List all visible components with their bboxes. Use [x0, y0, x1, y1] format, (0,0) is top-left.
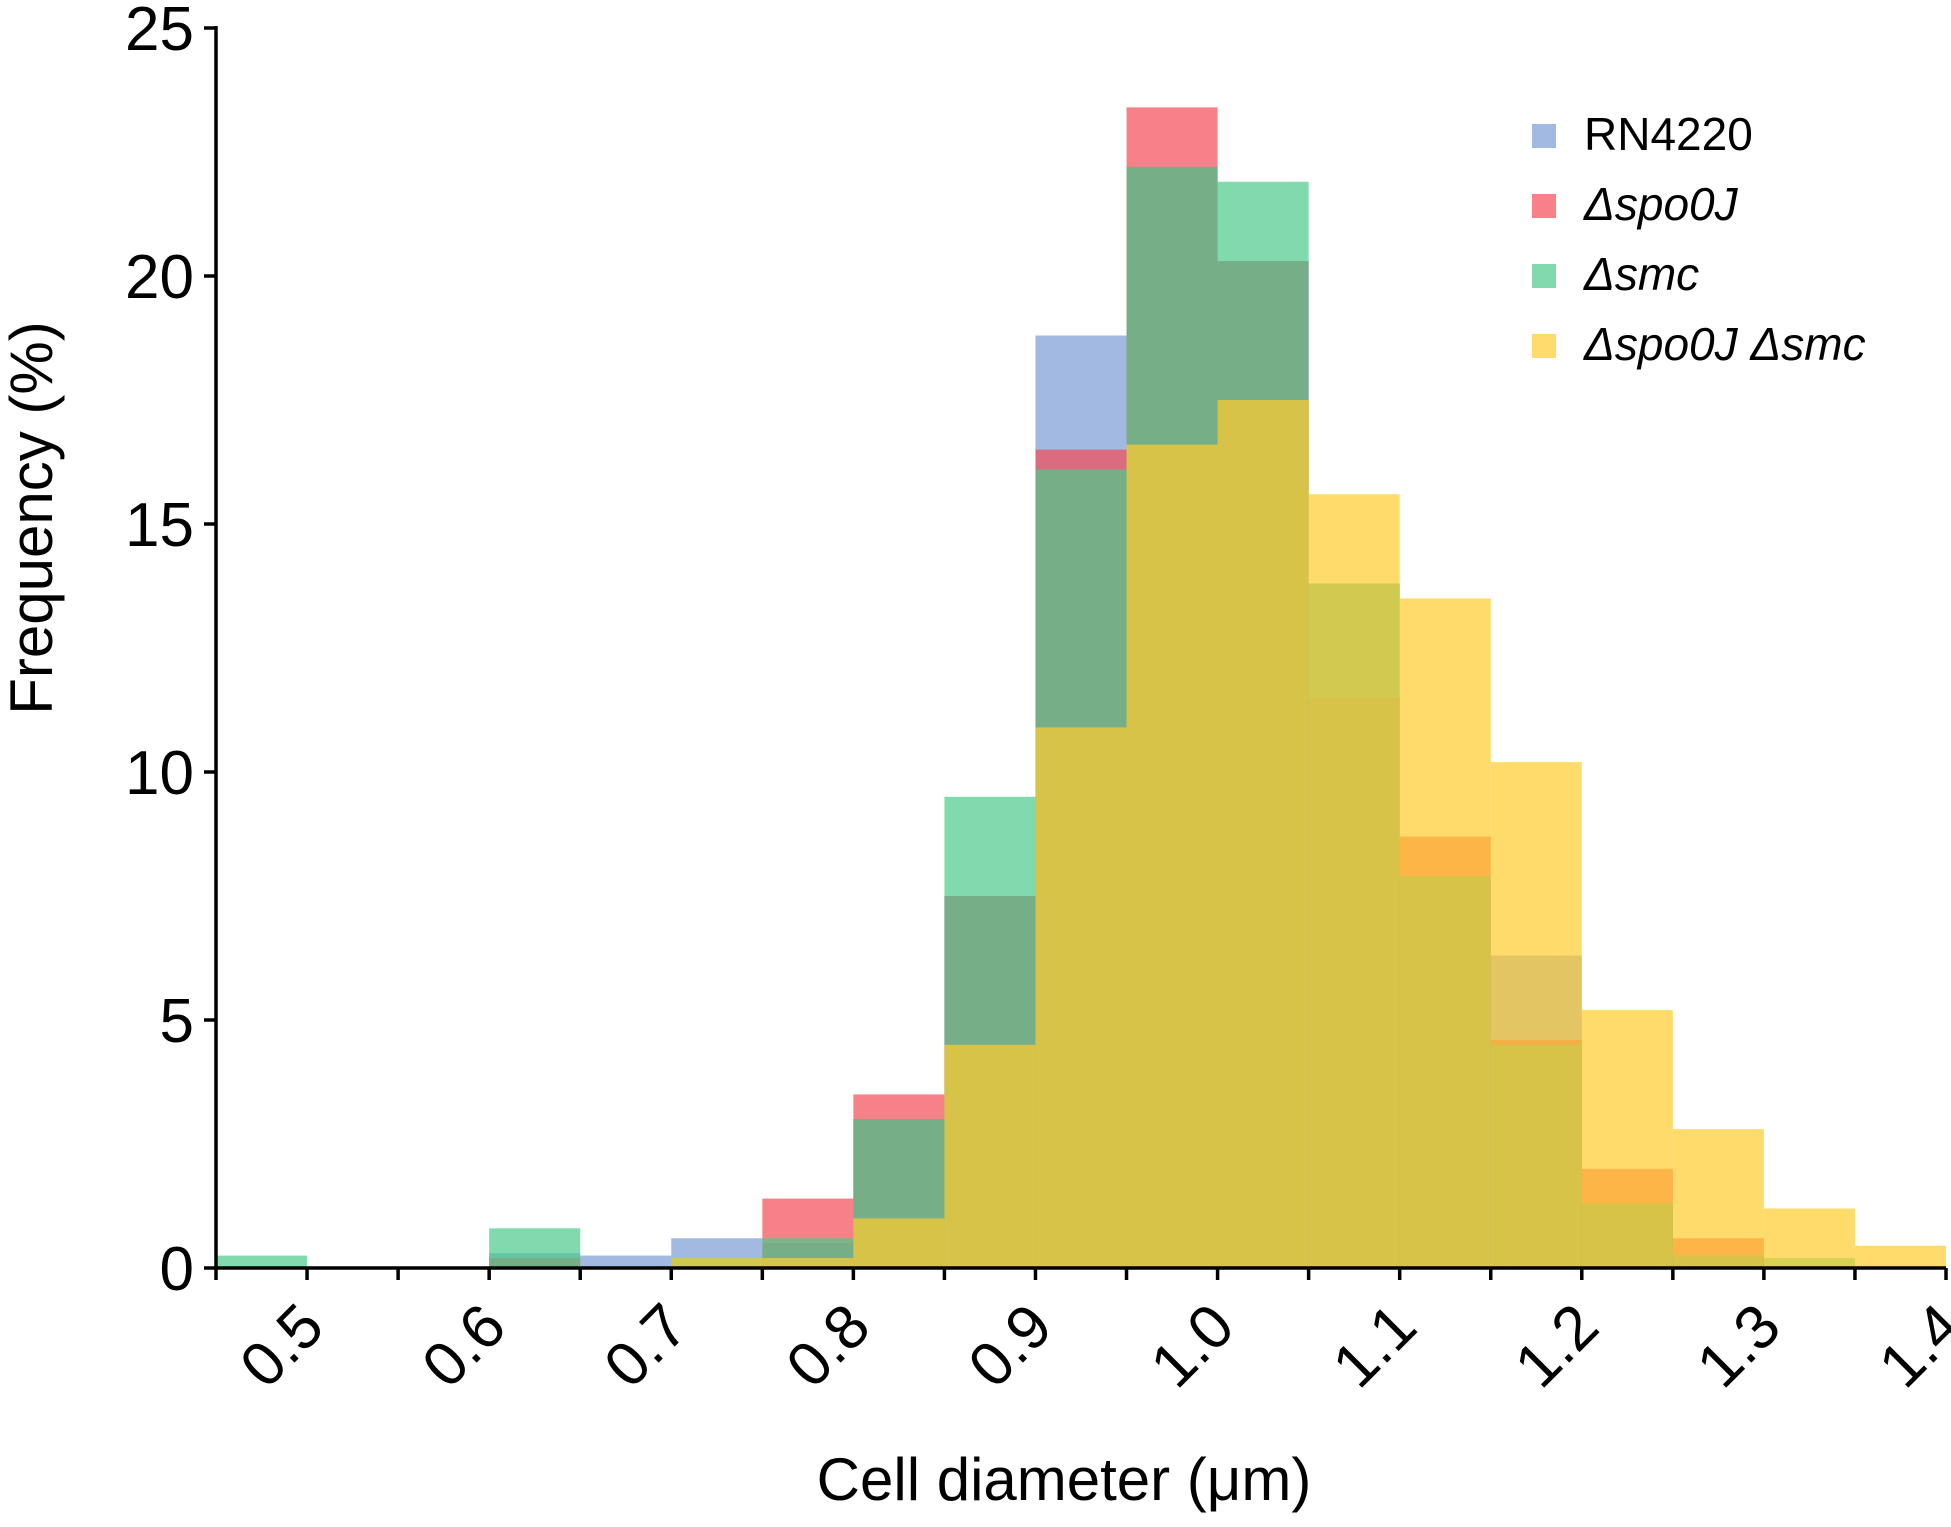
- x-tick-label: 0.8: [774, 1291, 884, 1401]
- bar: [853, 1218, 945, 1268]
- x-tick-label: 1.2: [1502, 1291, 1612, 1401]
- y-tick-label: 15: [125, 491, 194, 560]
- series-3: [671, 400, 1946, 1268]
- bar: [944, 1044, 1036, 1268]
- bar: [1672, 1129, 1764, 1268]
- x-tick-label: 1.3: [1684, 1291, 1794, 1401]
- bar: [1035, 727, 1127, 1268]
- x-tick-label: 1.0: [1138, 1291, 1248, 1401]
- legend-swatch: [1532, 124, 1556, 148]
- bar: [1126, 444, 1218, 1268]
- y-tick-label: 5: [160, 987, 194, 1056]
- x-tick-label: 0.6: [409, 1291, 519, 1401]
- bar: [580, 1255, 672, 1268]
- bar: [1217, 400, 1309, 1268]
- legend-label: Δsmc: [1583, 248, 1699, 300]
- legend-label: Δspo0J: [1583, 178, 1739, 230]
- legend-label: Δspo0J Δsmc: [1583, 318, 1866, 370]
- y-axis-title: Frequency (%): [0, 321, 65, 714]
- y-tick-label: 10: [125, 739, 194, 808]
- y-tick-label: 20: [125, 243, 194, 312]
- bar: [1581, 1010, 1673, 1268]
- bar: [762, 1258, 854, 1268]
- bar: [1763, 1208, 1855, 1268]
- x-tick-label: 0.5: [227, 1291, 337, 1401]
- x-tick-label: 0.9: [956, 1291, 1066, 1401]
- bar: [1854, 1245, 1946, 1268]
- bar: [1399, 598, 1491, 1268]
- bar: [489, 1228, 581, 1268]
- bar: [1490, 762, 1582, 1268]
- legend: RN4220 Δspo0J Δsmc Δspo0J Δsmc: [1532, 108, 1866, 370]
- legend-swatch: [1532, 264, 1556, 288]
- bar: [216, 1255, 308, 1268]
- legend-swatch: [1532, 334, 1556, 358]
- bar: [1308, 494, 1400, 1268]
- x-tick-label: 1.4: [1866, 1291, 1951, 1401]
- legend-label: RN4220: [1584, 108, 1753, 160]
- x-ticks-layer: 0.5 0.6 0.7 0.8 0.9 1.0 1.1 1.2 1.3 1.4: [214, 1268, 1951, 1401]
- legend-swatch: [1532, 194, 1556, 218]
- x-tick-label: 1.1: [1320, 1291, 1430, 1401]
- y-tick-label: 0: [160, 1235, 194, 1304]
- x-tick-label: 0.7: [591, 1291, 701, 1401]
- y-ticks-layer: 0 5 10 15 20 25: [125, 0, 216, 1304]
- bars-layer: [216, 107, 1946, 1269]
- axes-layer: [214, 26, 1946, 1270]
- bar: [671, 1258, 763, 1268]
- y-tick-label: 25: [125, 0, 194, 64]
- x-axis-title: Cell diameter (μm): [817, 1446, 1312, 1513]
